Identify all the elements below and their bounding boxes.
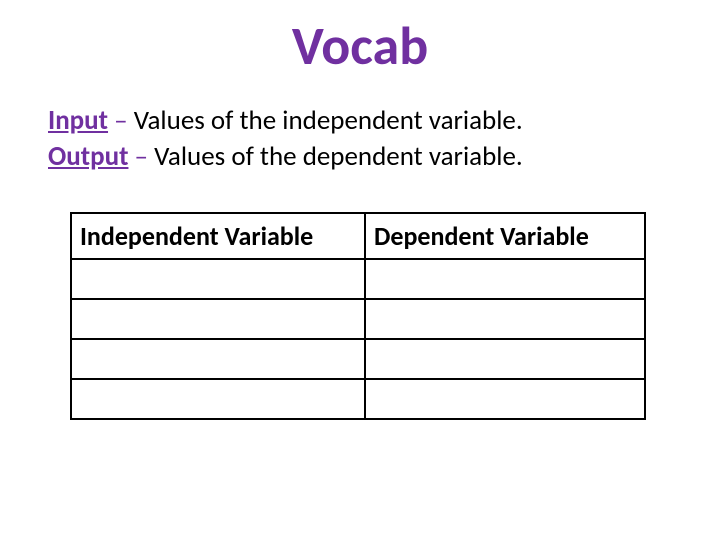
col-header-dependent: Dependent Variable (365, 213, 645, 259)
table-header-row: Independent Variable Dependent Variable (71, 213, 645, 259)
slide-title: Vocab (0, 18, 720, 75)
table-cell (365, 339, 645, 379)
definition-line: Output – Values of the dependent variabl… (48, 139, 720, 175)
table-cell (71, 259, 365, 299)
table-row (71, 379, 645, 419)
table-row (71, 339, 645, 379)
term-output: Output (48, 140, 128, 173)
table-cell (365, 259, 645, 299)
definitions-block: Input – Values of the independent variab… (48, 103, 720, 176)
table-cell (71, 339, 365, 379)
variable-table: Independent Variable Dependent Variable (70, 212, 646, 420)
separator: – (108, 104, 134, 137)
table-cell (71, 299, 365, 339)
table-cell (365, 299, 645, 339)
definition-line: Input – Values of the independent variab… (48, 103, 720, 139)
table-row (71, 259, 645, 299)
definition-text: Values of the dependent variable. (154, 140, 523, 173)
table-row (71, 299, 645, 339)
separator: – (128, 140, 154, 173)
term-input: Input (48, 104, 108, 137)
table-cell (71, 379, 365, 419)
table-body (71, 259, 645, 419)
variable-table-wrap: Independent Variable Dependent Variable (70, 212, 720, 420)
definition-text: Values of the independent variable. (134, 104, 523, 137)
table-cell (365, 379, 645, 419)
col-header-independent: Independent Variable (71, 213, 365, 259)
